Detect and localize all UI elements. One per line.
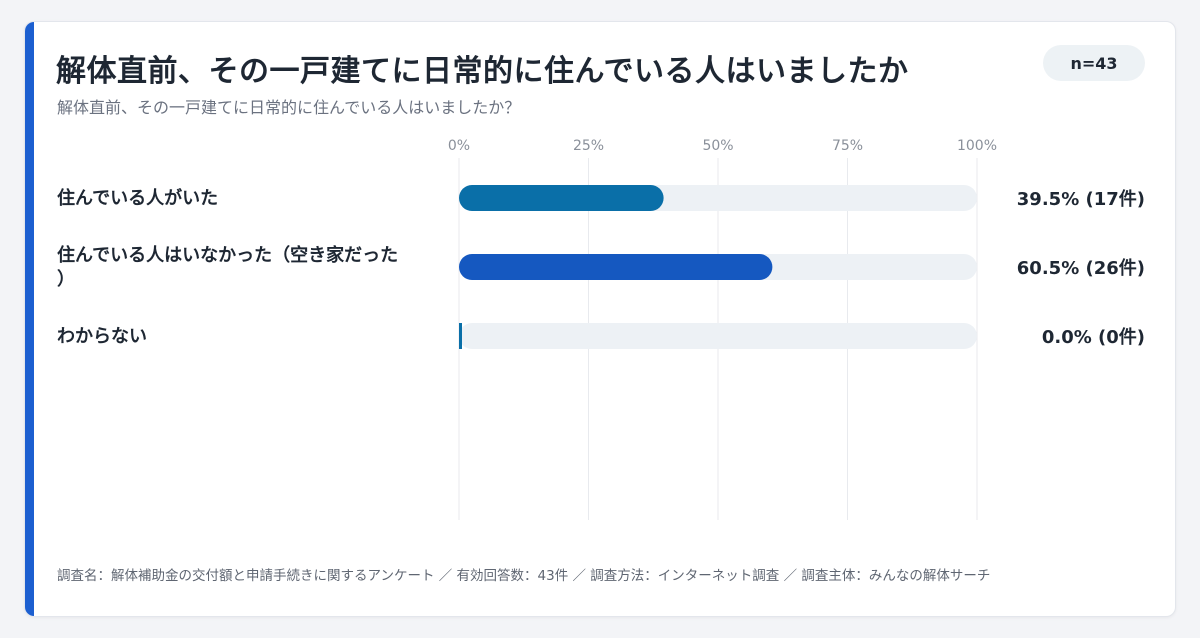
bar-track (459, 323, 977, 349)
chart-title: 解体直前、その一戸建てに日常的に住んでいる人はいましたか (56, 54, 909, 89)
x-tick-label: 25% (573, 138, 604, 154)
survey-footnote: 調査名：解体補助金の交付額と申請手続きに関するアンケート ／ 有効回答数：43件… (57, 568, 991, 584)
bar (459, 185, 664, 211)
sample-size-badge: n=43 (1043, 45, 1145, 81)
x-tick-label: 50% (702, 138, 733, 154)
bar (459, 323, 462, 349)
x-tick-label: 0% (448, 138, 470, 154)
x-tick-label: 100% (957, 138, 997, 154)
value-label: 39.5% (17件) (1017, 188, 1145, 210)
bar-chart: 0% 25% 50% 75% 100% 住んでいる人がいた 39.5% (17件) 住んでいる… (57, 138, 1145, 520)
accent-bar (25, 22, 34, 616)
value-label: 60.5% (26件) (1017, 257, 1145, 279)
bar (459, 254, 773, 280)
chart-subtitle: 解体直前、その一戸建てに日常的に住んでいる人はいましたか？ (57, 98, 521, 117)
chart-card: 解体直前、その一戸建てに日常的に住んでいる人はいましたか n=43 解体直前、そ… (24, 21, 1176, 617)
category-label: 住んでいる人がいた (57, 187, 218, 209)
category-label: わからない (57, 326, 147, 347)
value-label: 0.0% (0件) (1042, 326, 1145, 348)
category-label: 住んでいる人はいなかった（空き家だった） (57, 244, 398, 290)
x-tick-label: 75% (832, 138, 863, 154)
